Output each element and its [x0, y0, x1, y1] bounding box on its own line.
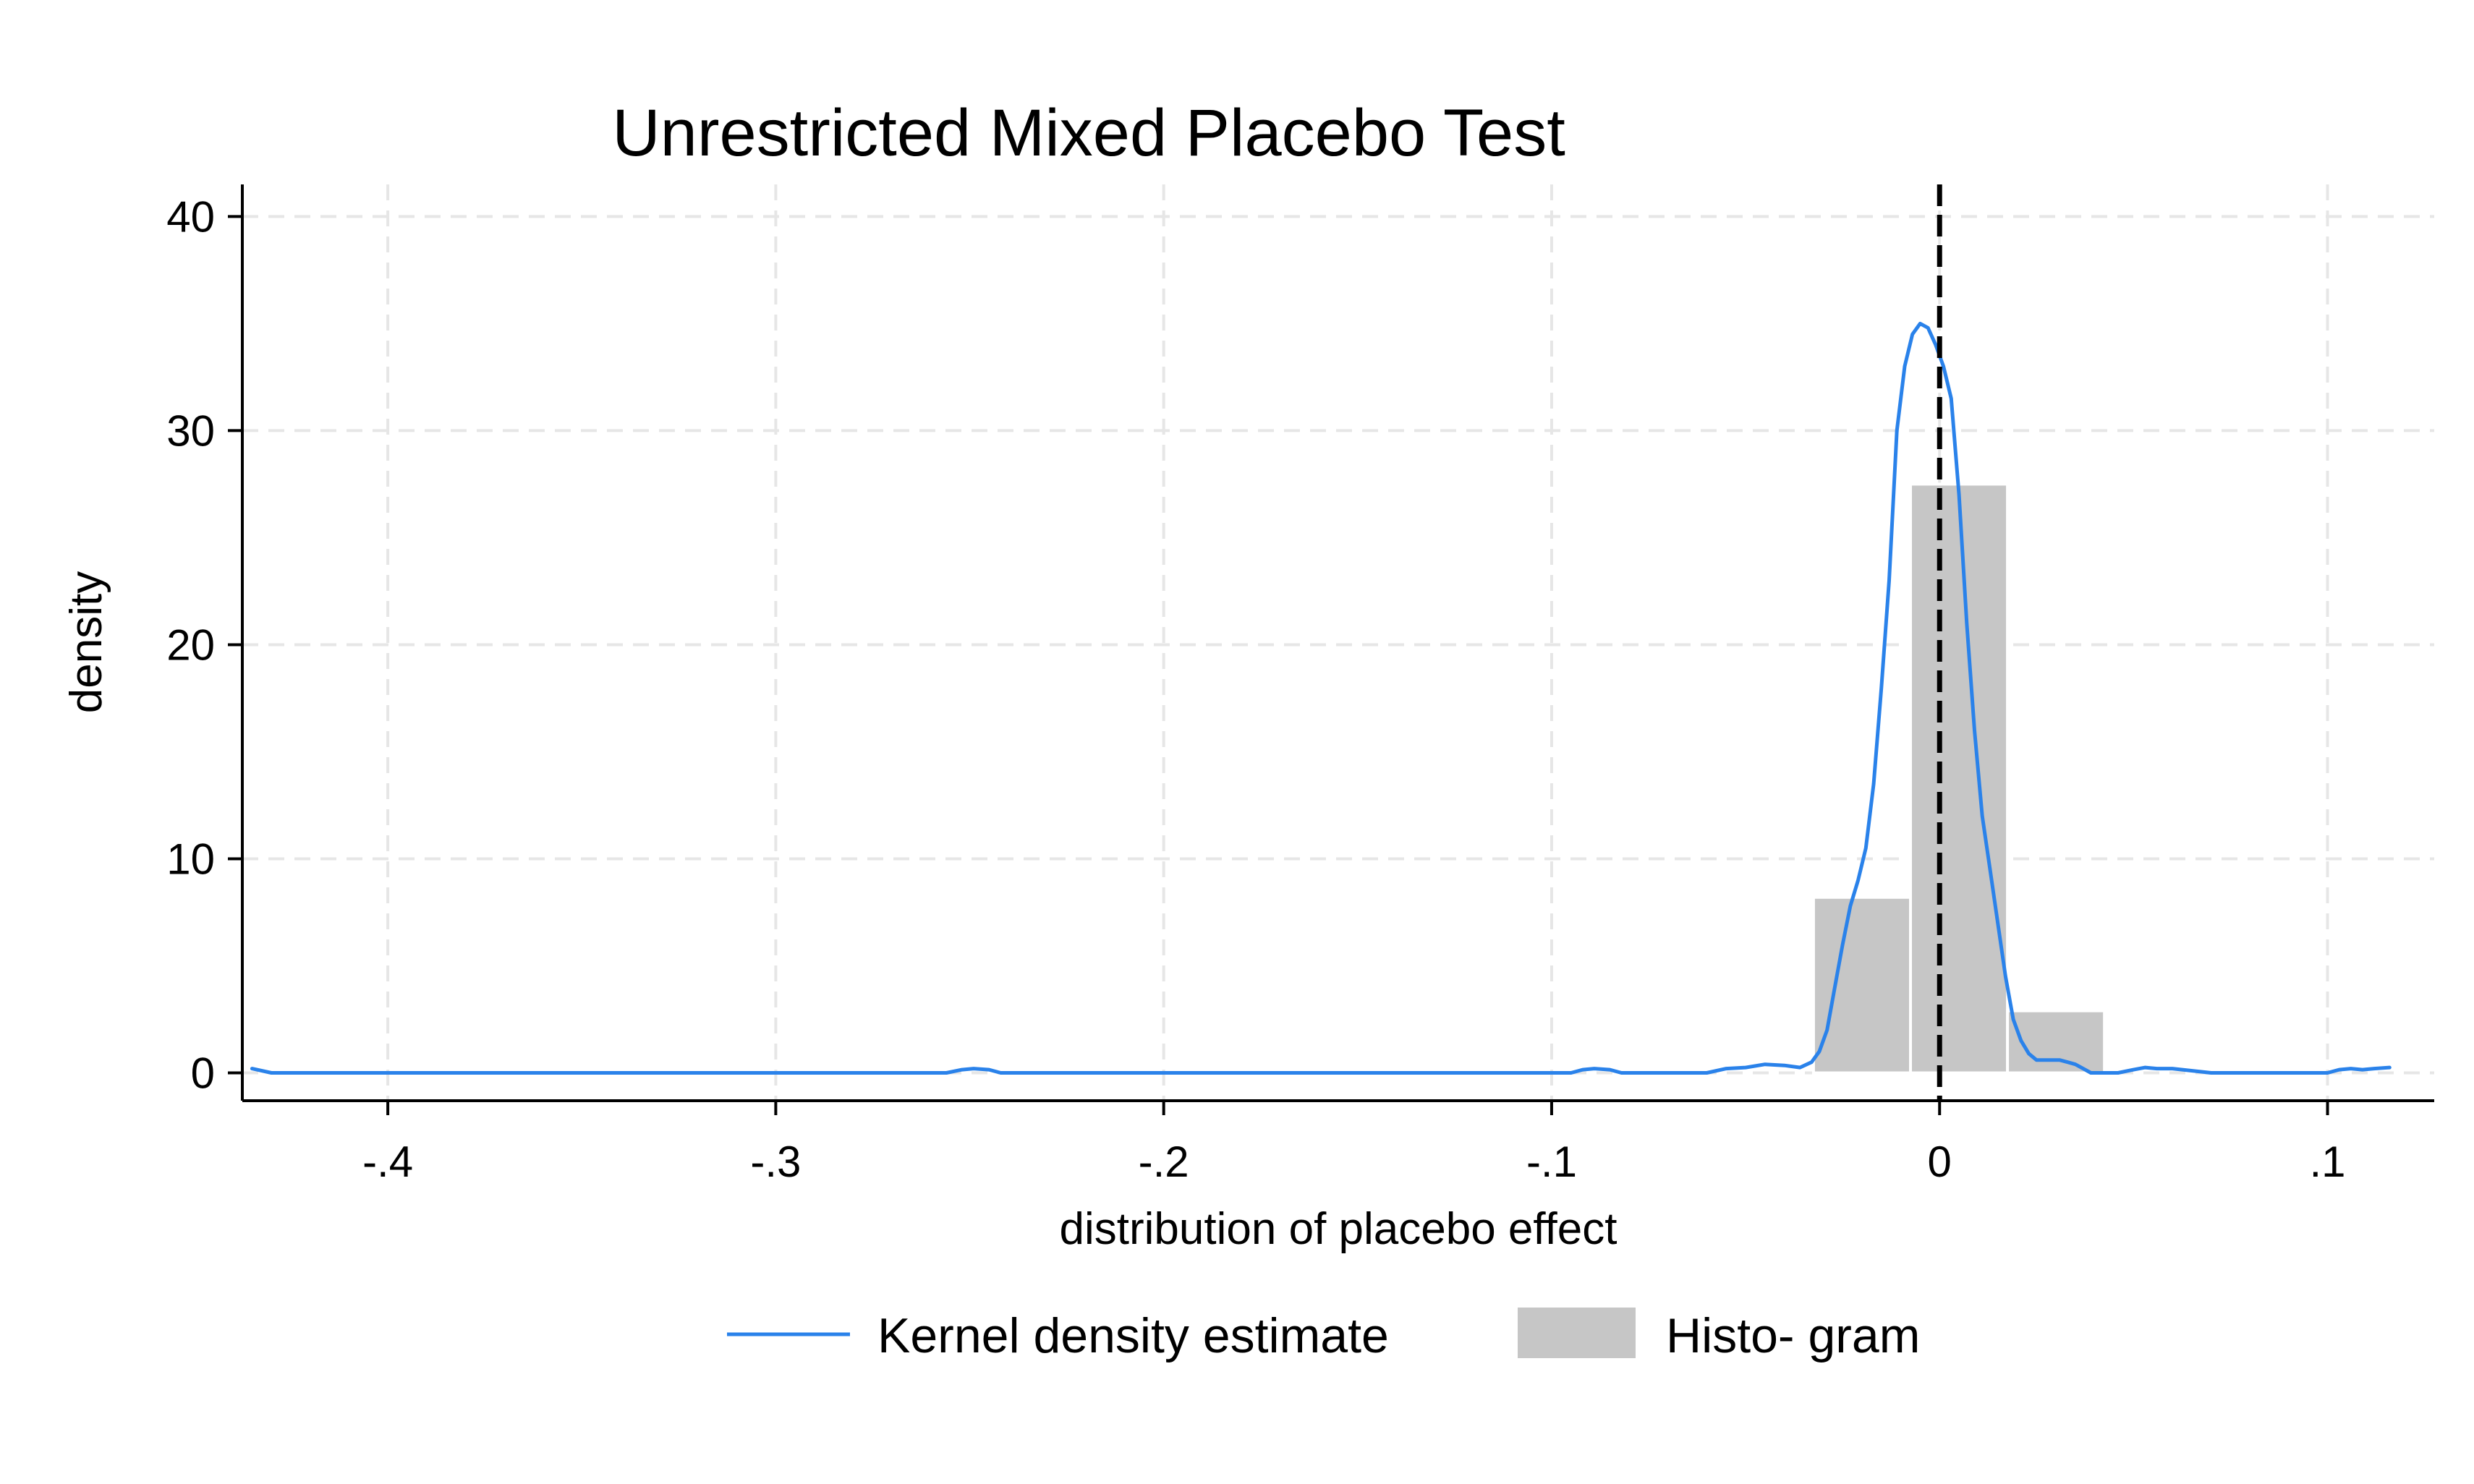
- x-ticks: -.4 -.3 -.2 -.1 0 .1: [362, 1101, 2346, 1186]
- x-tick-label: .1: [2309, 1138, 2345, 1186]
- y-axis-title: density: [61, 571, 111, 713]
- y-ticks: 0 10 20 30 40: [166, 192, 242, 1098]
- axes: [241, 184, 2434, 1102]
- legend-histogram-label: Histo- gram: [1666, 1308, 1920, 1363]
- grid-layer: [242, 184, 2434, 1101]
- histogram-bar: [1909, 482, 2010, 1075]
- y-tick-label: 10: [166, 835, 215, 883]
- x-axis-title: distribution of placebo effect: [1060, 1204, 1618, 1254]
- x-tick-label: -.3: [750, 1138, 801, 1186]
- x-tick-label: -.2: [1139, 1138, 1189, 1186]
- chart-title: Unrestricted Mixed Placebo Test: [612, 96, 1565, 170]
- y-tick-label: 0: [191, 1049, 215, 1098]
- x-tick-label: -.1: [1526, 1138, 1577, 1186]
- kde-layer: [250, 321, 2392, 1075]
- legend-histogram-swatch: [1518, 1308, 1636, 1358]
- histogram-bar: [1811, 895, 1913, 1075]
- x-tick-label: -.4: [362, 1138, 413, 1186]
- y-tick-label: 40: [166, 192, 215, 241]
- y-tick-label: 20: [166, 621, 215, 669]
- y-tick-label: 30: [166, 406, 215, 455]
- kde-line: [250, 321, 2392, 1075]
- legend-kde-label: Kernel density estimate: [877, 1308, 1389, 1363]
- histogram-bars: [1811, 482, 2107, 1075]
- x-tick-label: 0: [1928, 1138, 1952, 1186]
- legend: Kernel density estimate Histo- gram: [727, 1308, 1920, 1363]
